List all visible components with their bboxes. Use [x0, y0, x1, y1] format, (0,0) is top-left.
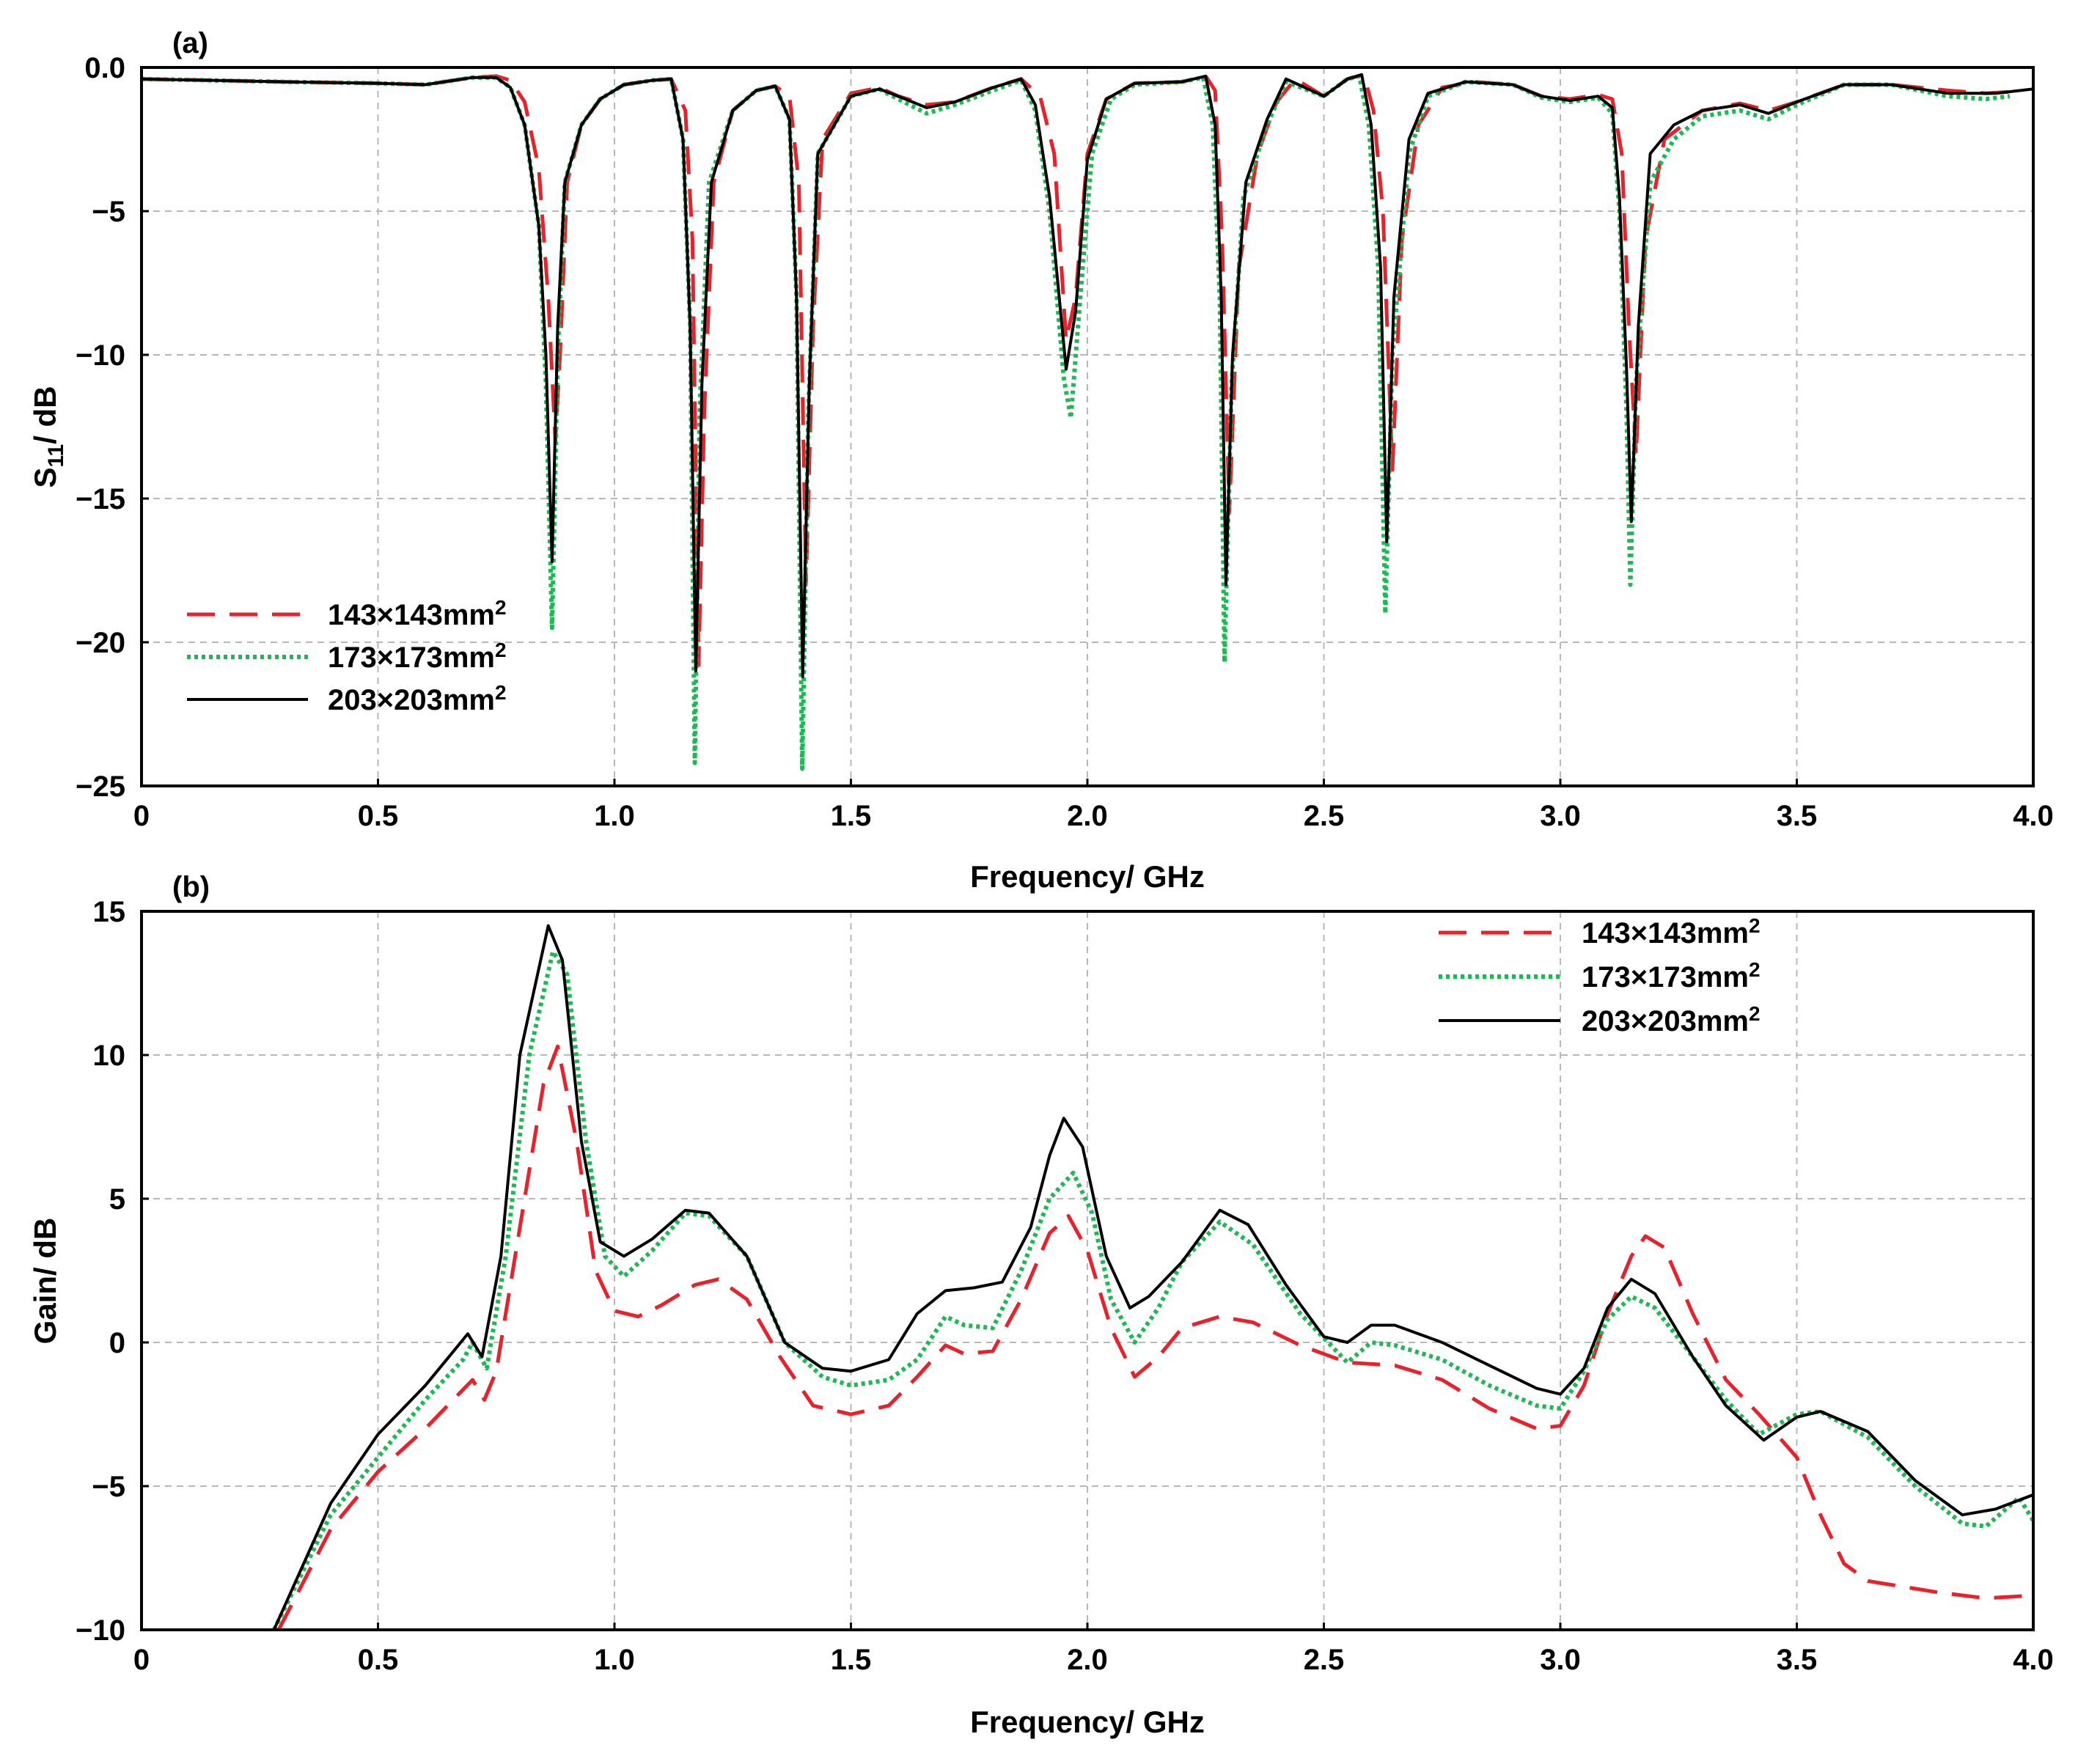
legend-label-1: 143×143mm2 — [1582, 914, 1761, 949]
panel-a: 0 0.5 1.0 1.5 2.0 2.5 3.0 3.5 4.0 0.0 −5 −10 −15 −20 −… — [28, 27, 2054, 894]
series-line-3 — [142, 73, 2033, 678]
series-line-3 — [272, 924, 2033, 1630]
x-tick-label: 4.0 — [2013, 1644, 2054, 1676]
x-tick-label: 0.5 — [358, 800, 399, 832]
legend-label-3: 203×203mm2 — [1582, 1002, 1761, 1037]
x-tick-label: 1.0 — [594, 800, 635, 832]
panel-label: (a) — [172, 27, 208, 59]
y-tick-label: 15 — [93, 896, 126, 928]
gridlines — [142, 911, 2033, 1630]
x-tick-label: 2.0 — [1067, 1644, 1108, 1676]
legend: 143×143mm2 173×173mm2 203×203mm2 — [1439, 914, 1761, 1037]
y-tick-label: −25 — [76, 771, 125, 803]
x-tick-label: 3.5 — [1777, 1644, 1818, 1676]
y-tick-label: −20 — [76, 627, 125, 659]
tick-group: 0 0.5 1.0 1.5 2.0 2.5 3.0 3.5 4.0 0.0 −5 −10 −15 −20 −… — [76, 52, 2054, 832]
series-group — [142, 73, 2033, 771]
panel-label: (b) — [172, 871, 210, 903]
series-group — [271, 924, 2033, 1630]
x-tick-label: 1.5 — [831, 800, 872, 832]
legend-label-3: 203×203mm2 — [328, 681, 507, 716]
panel-b: 0 0.5 1.0 1.5 2.0 2.5 3.0 3.5 4.0 15 10 5 0 −5 −10 (b) F… — [28, 871, 2054, 1739]
x-tick-label: 0 — [133, 800, 150, 832]
y-tick-label: −10 — [76, 339, 125, 372]
x-tick-label: 4.0 — [2013, 800, 2054, 832]
y-tick-label: 10 — [93, 1040, 126, 1072]
tick-group: 0 0.5 1.0 1.5 2.0 2.5 3.0 3.5 4.0 15 10 5 0 −5 −10 — [76, 896, 2054, 1676]
y-tick-label: 5 — [109, 1183, 125, 1216]
y-tick-label: −10 — [76, 1614, 125, 1647]
x-tick-label: 2.5 — [1304, 1644, 1345, 1676]
y-tick-label: −5 — [92, 196, 125, 228]
legend-label-1: 143×143mm2 — [328, 596, 507, 631]
x-tick-label: 2.5 — [1304, 800, 1345, 832]
x-axis-title: Frequency/ GHz — [970, 859, 1205, 894]
x-tick-label: 3.5 — [1777, 800, 1818, 832]
y-tick-label: 0.0 — [84, 52, 125, 84]
x-tick-label: 2.0 — [1067, 800, 1108, 832]
legend: 143×143mm2 173×173mm2 203×203mm2 — [187, 596, 507, 716]
x-tick-label: 0 — [133, 1644, 150, 1676]
x-tick-label: 0.5 — [358, 1644, 399, 1676]
x-tick-label: 3.0 — [1540, 1644, 1581, 1676]
y-tick-label: 0 — [109, 1327, 125, 1359]
x-axis-title: Frequency/ GHz — [970, 1705, 1205, 1739]
legend-label-2: 173×173mm2 — [328, 639, 507, 674]
legend-label-2: 173×173mm2 — [1582, 958, 1761, 993]
y-tick-label: −15 — [76, 483, 125, 515]
x-tick-label: 3.0 — [1540, 800, 1581, 832]
x-tick-label: 1.5 — [831, 1644, 872, 1676]
series-line-1 — [276, 1044, 2033, 1630]
x-tick-label: 1.0 — [594, 1644, 635, 1676]
y-tick-label: −5 — [92, 1471, 125, 1503]
y-axis-title: Gain/ dB — [28, 1218, 62, 1345]
y-axis-title: S11/ dB — [28, 386, 68, 488]
